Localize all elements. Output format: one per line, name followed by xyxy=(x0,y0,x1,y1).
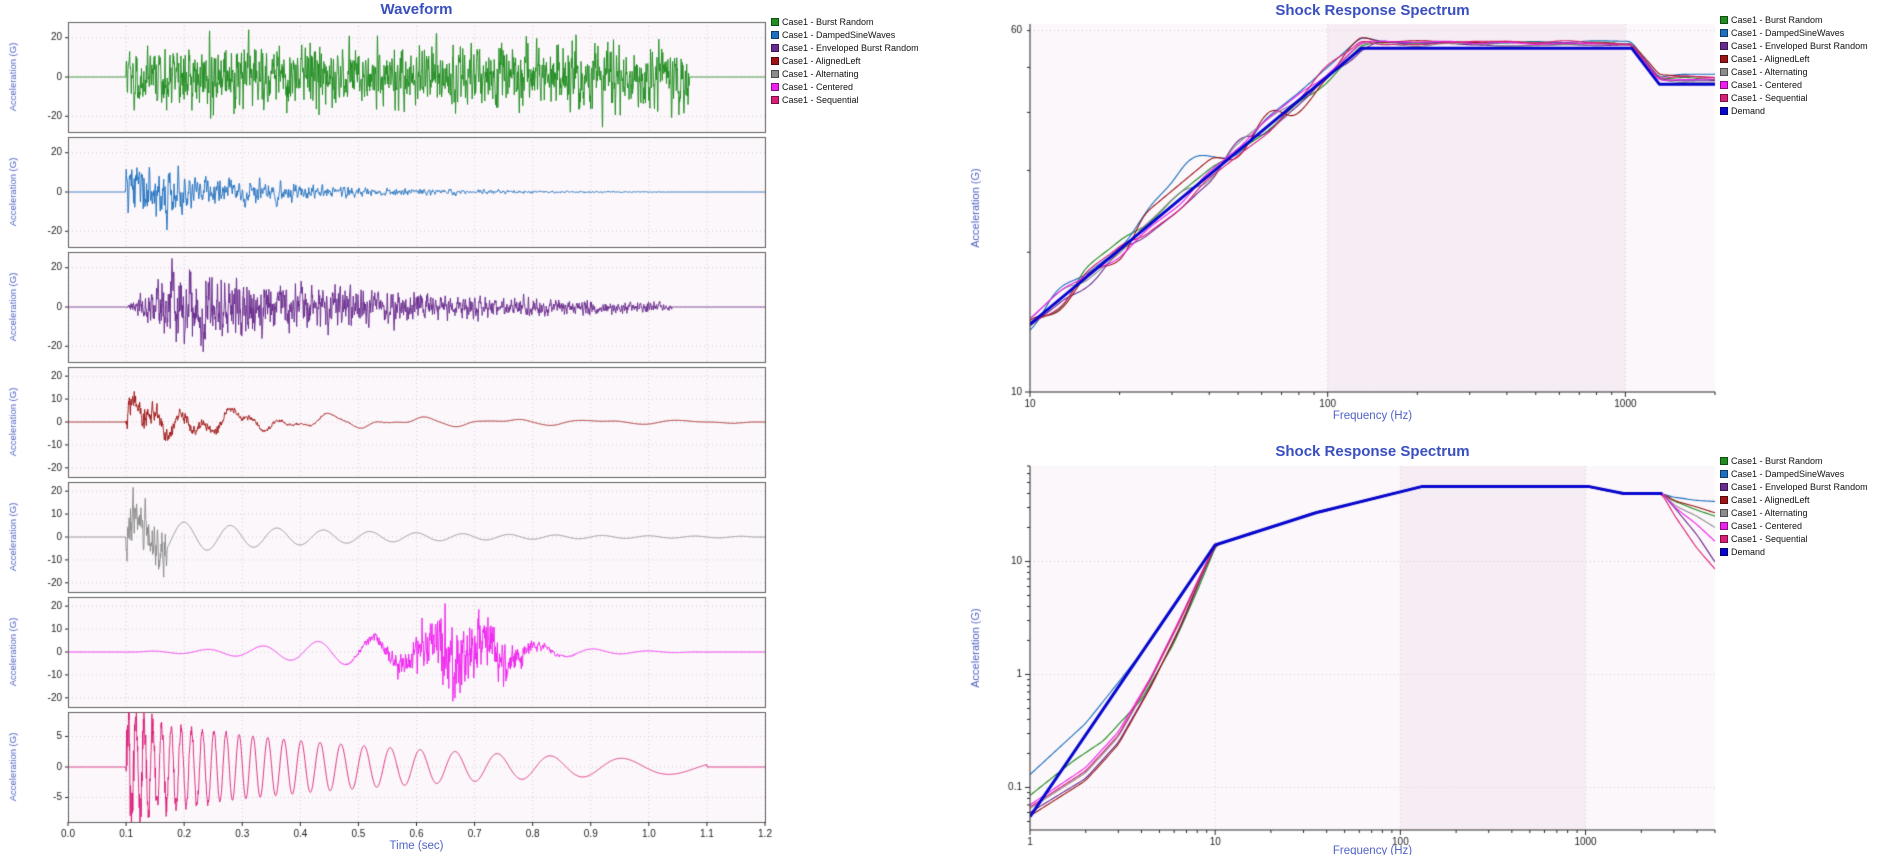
legend-label: Case1 - Sequential xyxy=(782,95,859,105)
legend-item[interactable]: Case1 - Enveloped Burst Random xyxy=(1720,40,1868,52)
legend-swatch-icon xyxy=(1720,16,1728,24)
legend-label: Demand xyxy=(1731,547,1766,557)
legend-swatch-icon xyxy=(771,31,779,39)
srs-bottom-title: Shock Response Spectrum xyxy=(1275,443,1470,460)
legend-label: Case1 - Burst Random xyxy=(1731,15,1823,25)
legend-swatch-icon xyxy=(1720,548,1728,556)
legend-label: Case1 - AlignedLeft xyxy=(1731,495,1810,505)
legend-label: Case1 - DampedSineWaves xyxy=(1731,469,1845,479)
legend-swatch-icon xyxy=(771,18,779,26)
waveform-legend: Case1 - Burst Random Case1 - DampedSineWa… xyxy=(771,16,919,106)
legend-swatch-icon xyxy=(1720,81,1728,89)
legend-item[interactable]: Case1 - Sequential xyxy=(771,94,919,106)
legend-item[interactable]: Case1 - Burst Random xyxy=(1720,14,1868,26)
legend-swatch-icon xyxy=(1720,94,1728,102)
legend-label: Case1 - Enveloped Burst Random xyxy=(1731,41,1868,51)
legend-label: Case1 - DampedSineWaves xyxy=(1731,28,1845,38)
legend-item[interactable]: Case1 - AlignedLeft xyxy=(771,55,919,67)
waveform-plot-canvas[interactable] xyxy=(0,0,950,855)
legend-label: Case1 - AlignedLeft xyxy=(782,56,861,66)
legend-swatch-icon xyxy=(1720,107,1728,115)
legend-swatch-icon xyxy=(1720,68,1728,76)
legend-item[interactable]: Case1 - Enveloped Burst Random xyxy=(1720,481,1868,493)
srs-bottom-plot-canvas[interactable] xyxy=(950,440,1898,855)
srs-top-plot-canvas[interactable] xyxy=(950,0,1898,440)
legend-label: Case1 - Sequential xyxy=(1731,534,1808,544)
legend-swatch-icon xyxy=(1720,457,1728,465)
legend-label: Case1 - Centered xyxy=(782,82,854,92)
legend-item[interactable]: Case1 - Alternating xyxy=(771,68,919,80)
legend-swatch-icon xyxy=(1720,55,1728,63)
legend-swatch-icon xyxy=(1720,496,1728,504)
srs-top-legend: Case1 - Burst Random Case1 - DampedSineWa… xyxy=(1720,14,1868,117)
legend-item[interactable]: Case1 - AlignedLeft xyxy=(1720,494,1868,506)
legend-label: Case1 - Burst Random xyxy=(1731,456,1823,466)
legend-label: Case1 - Centered xyxy=(1731,521,1803,531)
legend-label: Case1 - Alternating xyxy=(1731,67,1808,77)
legend-item[interactable]: Case1 - Centered xyxy=(771,81,919,93)
legend-item[interactable]: Demand xyxy=(1720,546,1868,558)
legend-swatch-icon xyxy=(771,44,779,52)
legend-swatch-icon xyxy=(771,96,779,104)
legend-item[interactable]: Case1 - Burst Random xyxy=(771,16,919,28)
srs-top-title: Shock Response Spectrum xyxy=(1275,2,1470,19)
legend-swatch-icon xyxy=(771,70,779,78)
legend-item[interactable]: Case1 - DampedSineWaves xyxy=(771,29,919,41)
legend-label: Case1 - Enveloped Burst Random xyxy=(1731,482,1868,492)
legend-item[interactable]: Case1 - Alternating xyxy=(1720,507,1868,519)
legend-swatch-icon xyxy=(1720,535,1728,543)
legend-swatch-icon xyxy=(1720,509,1728,517)
legend-swatch-icon xyxy=(1720,522,1728,530)
legend-label: Case1 - Enveloped Burst Random xyxy=(782,43,919,53)
legend-item[interactable]: Case1 - Sequential xyxy=(1720,533,1868,545)
waveform-title: Waveform xyxy=(380,1,453,18)
legend-swatch-icon xyxy=(1720,42,1728,50)
legend-label: Case1 - Burst Random xyxy=(782,17,874,27)
legend-swatch-icon xyxy=(771,83,779,91)
legend-swatch-icon xyxy=(1720,483,1728,491)
legend-label: Case1 - DampedSineWaves xyxy=(782,30,896,40)
legend-item[interactable]: Case1 - Centered xyxy=(1720,520,1868,532)
srs-bottom-xlabel: Frequency (Hz) xyxy=(1332,845,1413,855)
legend-item[interactable]: Case1 - DampedSineWaves xyxy=(1720,27,1868,39)
legend-label: Case1 - Centered xyxy=(1731,80,1803,90)
srs-top-xlabel: Frequency (Hz) xyxy=(1332,410,1413,422)
legend-item[interactable]: Case1 - Enveloped Burst Random xyxy=(771,42,919,54)
legend-item[interactable]: Case1 - Centered xyxy=(1720,79,1868,91)
waveform-xlabel: Time (sec) xyxy=(389,840,444,852)
legend-label: Case1 - Alternating xyxy=(1731,508,1808,518)
legend-item[interactable]: Demand xyxy=(1720,105,1868,117)
legend-label: Case1 - AlignedLeft xyxy=(1731,54,1810,64)
legend-swatch-icon xyxy=(1720,29,1728,37)
legend-label: Case1 - Sequential xyxy=(1731,93,1808,103)
legend-item[interactable]: Case1 - Alternating xyxy=(1720,66,1868,78)
legend-label: Case1 - Alternating xyxy=(782,69,859,79)
legend-swatch-icon xyxy=(771,57,779,65)
legend-item[interactable]: Case1 - AlignedLeft xyxy=(1720,53,1868,65)
legend-item[interactable]: Case1 - Burst Random xyxy=(1720,455,1868,467)
legend-item[interactable]: Case1 - DampedSineWaves xyxy=(1720,468,1868,480)
srs-bottom-legend: Case1 - Burst Random Case1 - DampedSineWa… xyxy=(1720,455,1868,558)
legend-label: Demand xyxy=(1731,106,1766,116)
legend-item[interactable]: Case1 - Sequential xyxy=(1720,92,1868,104)
legend-swatch-icon xyxy=(1720,470,1728,478)
